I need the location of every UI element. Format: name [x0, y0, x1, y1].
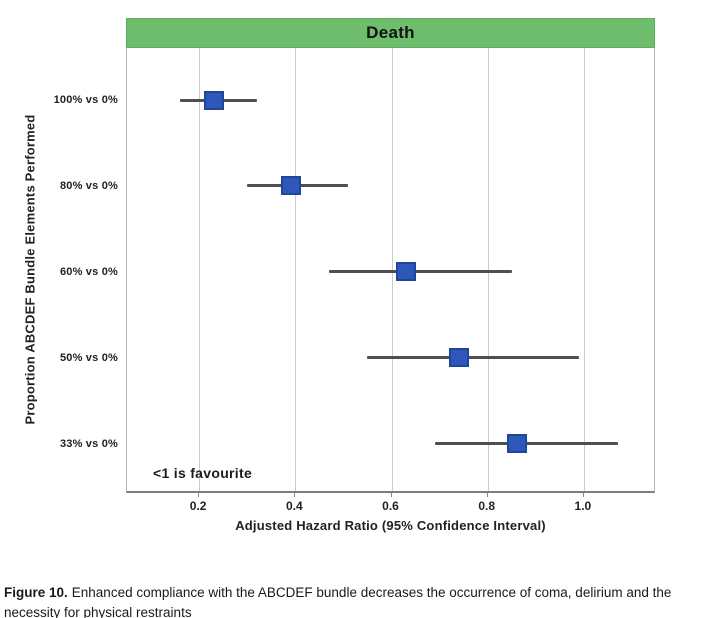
favourable-direction-annotation: <1 is favourite: [153, 465, 253, 481]
x-tick-label: 0.6: [382, 499, 399, 513]
y-category-label: 50% vs 0%: [59, 351, 118, 364]
figure-caption-label: Figure 10.: [4, 584, 68, 600]
hazard-ratio-marker: [395, 262, 416, 282]
panel-title: Death: [366, 23, 415, 42]
x-tick-label: 0.2: [189, 499, 207, 513]
confidence-interval-bar: [367, 356, 580, 360]
hazard-ratio-marker: [280, 176, 301, 196]
y-category-label: 100% vs 0%: [53, 94, 118, 107]
x-gridline: [199, 48, 201, 491]
y-category-label: 60% vs 0%: [59, 265, 118, 278]
confidence-interval-bar: [328, 270, 512, 274]
hazard-ratio-marker: [506, 434, 527, 454]
x-tick-mark: [390, 493, 392, 497]
y-axis-title: Proportion ABCDEF Bundle Elements Perfor…: [22, 114, 38, 425]
x-tick-label: 0.4: [285, 499, 303, 513]
x-tick-mark: [486, 493, 488, 497]
x-tick-mark: [294, 493, 296, 497]
x-gridline: [295, 48, 297, 491]
x-gridline: [487, 48, 489, 491]
figure-caption: Figure 10. Enhanced compliance with the A…: [4, 583, 698, 618]
y-category-label: 80% vs 0%: [59, 179, 118, 192]
plot-area: <1 is favourite: [126, 48, 655, 493]
panel-title-bar: Death: [126, 18, 655, 48]
x-tick-mark: [582, 493, 584, 497]
x-gridline: [391, 48, 393, 491]
x-gridline: [583, 48, 585, 491]
figure-caption-text: Enhanced compliance with the ABCDEF bund…: [4, 584, 672, 618]
hazard-ratio-marker: [448, 348, 469, 368]
x-tick-label: 1.0: [574, 499, 592, 513]
y-category-label: 33% vs 0%: [59, 437, 118, 450]
hazard-ratio-marker: [203, 90, 224, 110]
x-tick-label: 0.8: [478, 499, 496, 513]
x-axis-title: Adjusted Hazard Ratio (95% Confidence In…: [235, 518, 546, 533]
x-tick-mark: [198, 493, 200, 497]
